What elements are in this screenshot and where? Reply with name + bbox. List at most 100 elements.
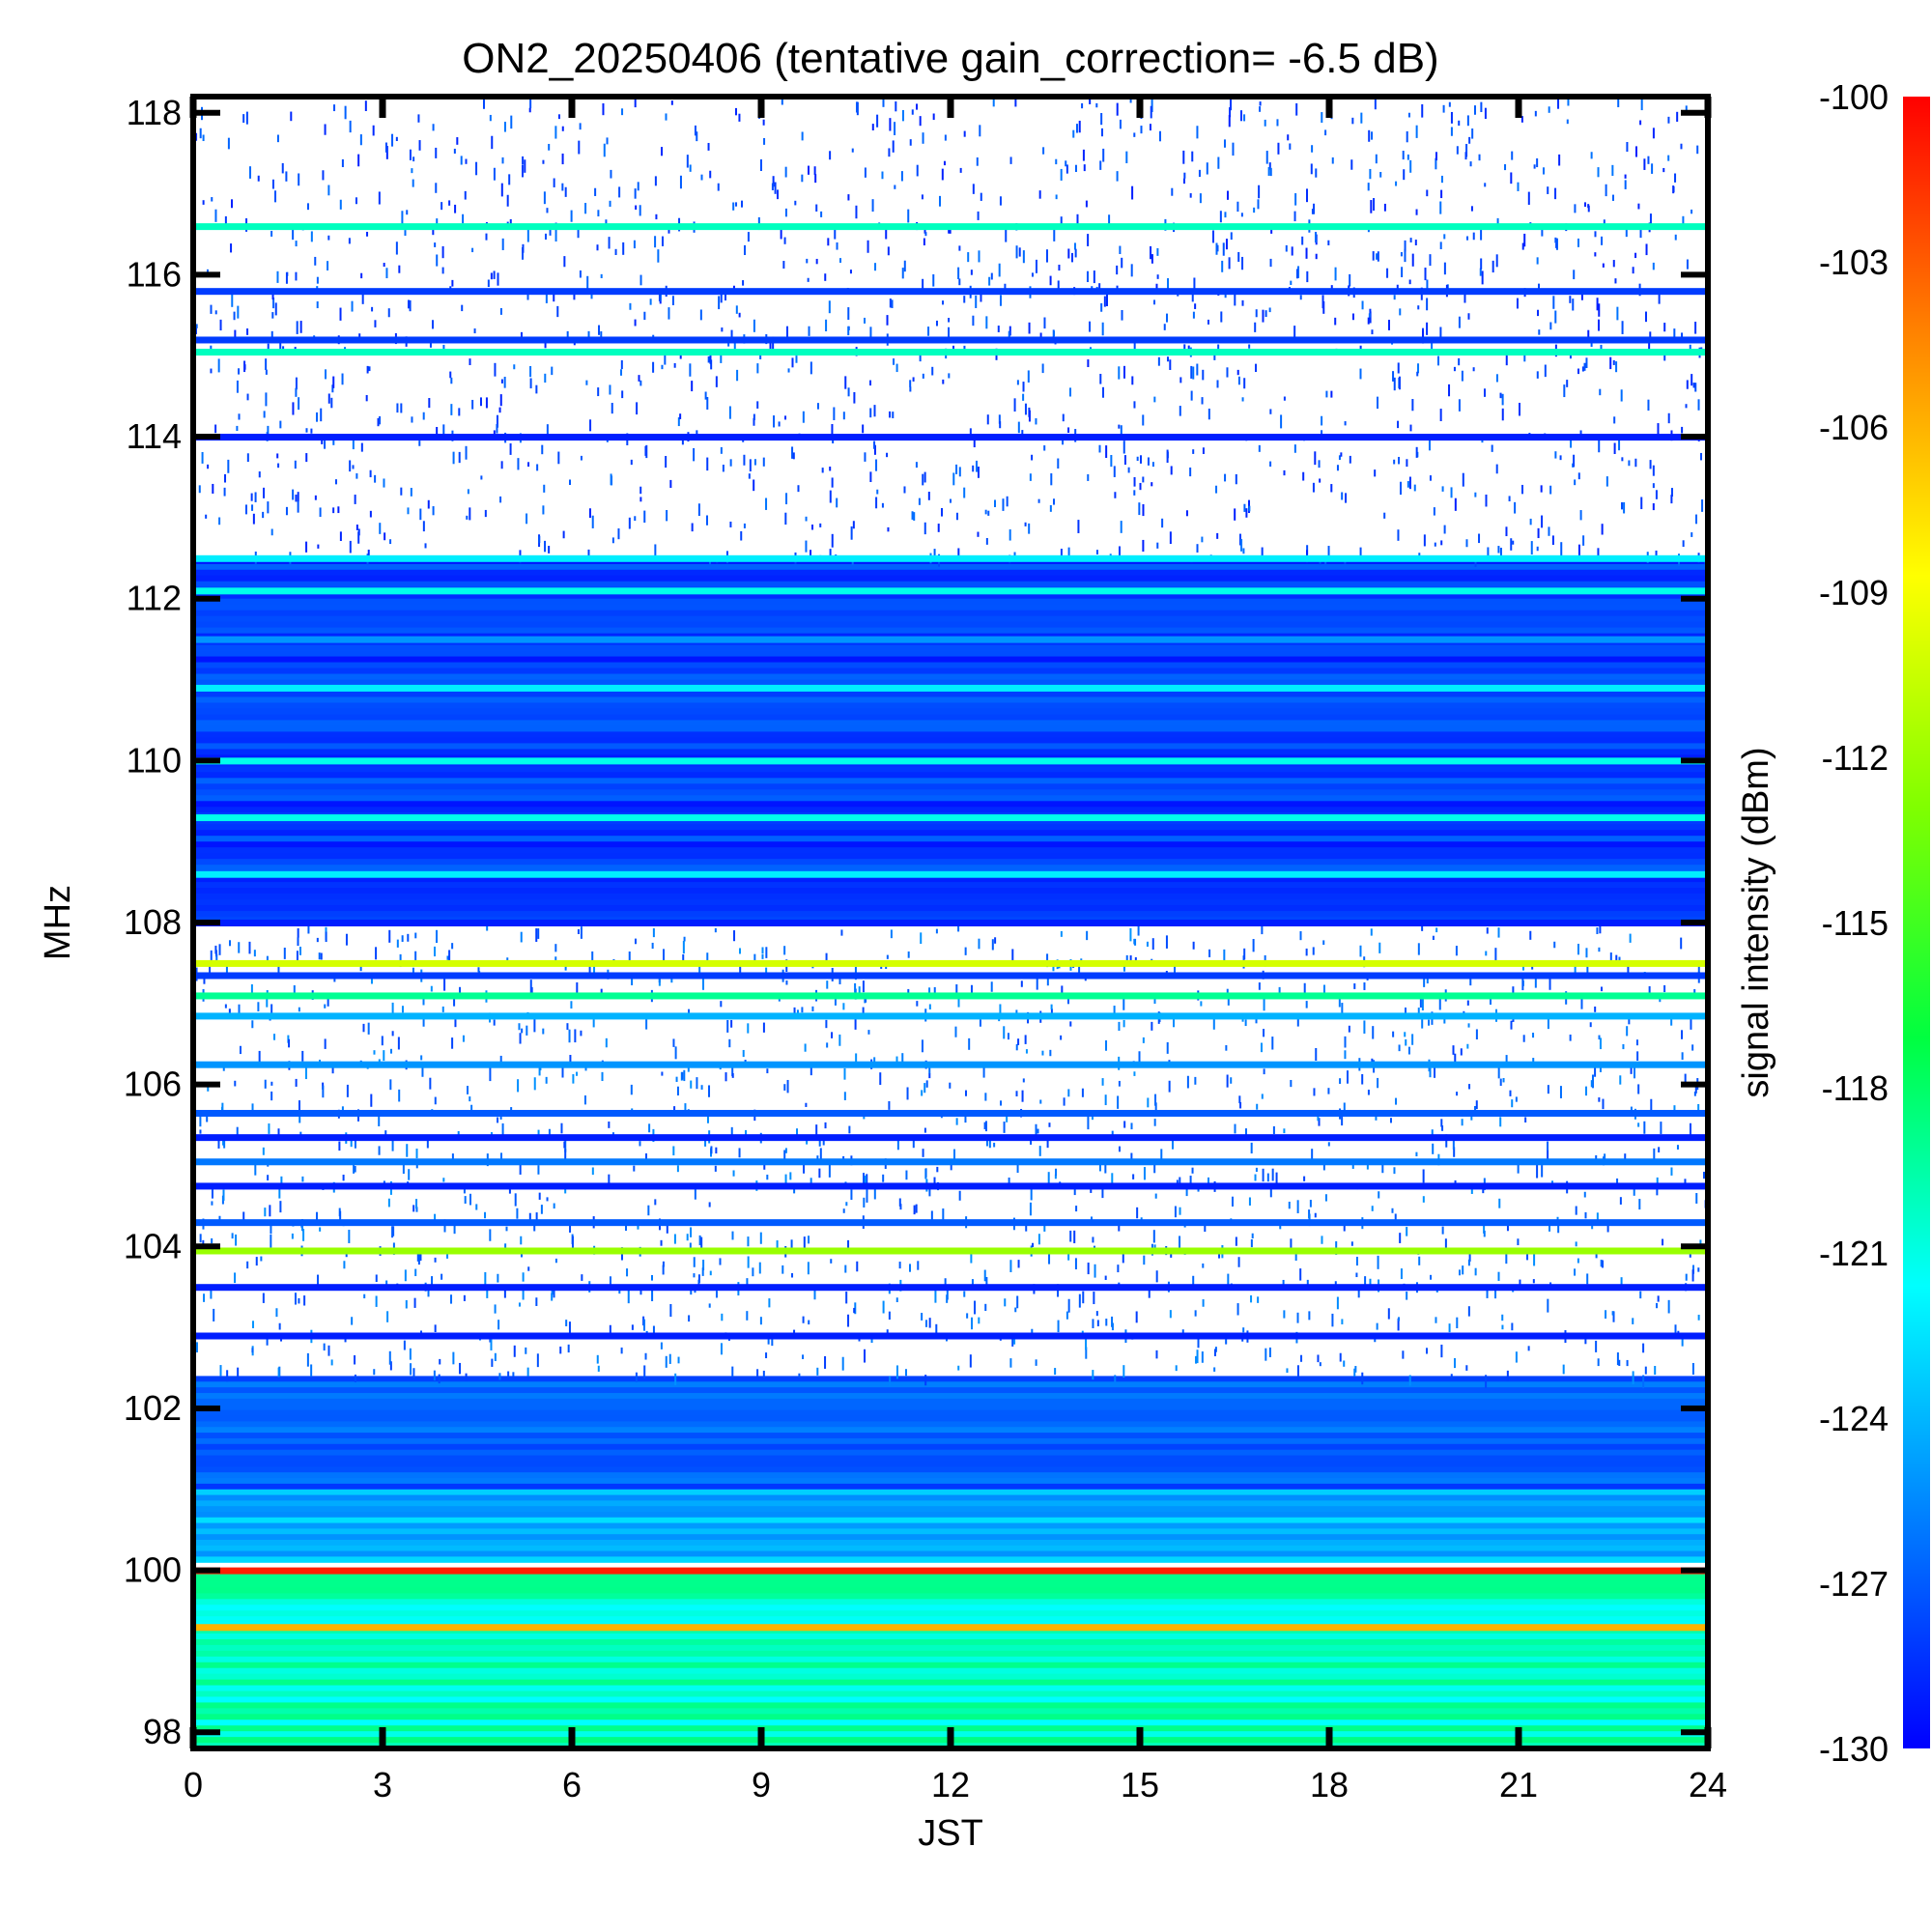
heatmap-cell xyxy=(1433,507,1435,516)
heatmap-cell xyxy=(1093,1292,1095,1305)
heatmap-cell xyxy=(1138,1051,1141,1065)
heatmap-cell xyxy=(591,1167,594,1176)
heatmap-cell xyxy=(285,171,288,182)
heatmap-cell xyxy=(452,451,455,465)
heatmap-cell xyxy=(248,941,251,954)
heatmap-cell xyxy=(244,504,247,515)
heatmap-cell xyxy=(655,213,658,220)
heatmap-cell xyxy=(1480,258,1483,270)
heatmap-cell xyxy=(193,1644,1708,1652)
heatmap-cell xyxy=(526,1025,528,1036)
heatmap-cell xyxy=(959,167,962,173)
heatmap-cell xyxy=(747,1256,750,1268)
heatmap-cell xyxy=(193,1702,1708,1709)
heatmap-cell xyxy=(1105,1319,1108,1326)
heatmap-cell xyxy=(193,789,1708,796)
heatmap-cell xyxy=(1656,1302,1659,1309)
heatmap-cell xyxy=(1632,1318,1634,1324)
heatmap-cell xyxy=(317,1274,320,1289)
heatmap-cell xyxy=(1122,440,1125,454)
heatmap-cell xyxy=(218,517,221,526)
heatmap-cell xyxy=(854,982,857,993)
x-tick-label: 15 xyxy=(1121,1765,1159,1804)
heatmap-cell xyxy=(1293,444,1296,453)
heatmap-cell xyxy=(270,1081,273,1086)
heatmap-cell xyxy=(1179,1207,1181,1215)
heatmap-cell xyxy=(683,1069,686,1082)
heatmap-cell xyxy=(697,503,700,517)
heatmap-cell xyxy=(429,1077,432,1090)
heatmap-cell xyxy=(818,1168,821,1179)
heatmap-cell xyxy=(1300,1354,1303,1362)
heatmap-cell xyxy=(970,1250,973,1264)
heatmap-cell xyxy=(829,151,832,160)
heatmap-cell xyxy=(1415,1151,1418,1157)
heatmap-cell xyxy=(325,931,327,943)
heatmap-cell xyxy=(1285,244,1288,252)
heatmap-cell xyxy=(1690,1018,1692,1030)
heatmap-cell xyxy=(193,1415,1708,1422)
heatmap-cell xyxy=(214,209,217,222)
heatmap-cell xyxy=(808,1320,810,1325)
heatmap-cell xyxy=(418,440,421,446)
heatmap-cell xyxy=(573,290,576,300)
heatmap-cell xyxy=(320,952,323,960)
heatmap-cell xyxy=(193,615,1708,623)
heatmap-cell xyxy=(257,175,260,182)
heatmap-cell xyxy=(1069,1021,1072,1027)
heatmap-cell xyxy=(967,252,970,263)
heatmap-cell xyxy=(338,1141,341,1151)
heatmap-cell xyxy=(1697,1314,1700,1321)
heatmap-cell xyxy=(949,1082,952,1089)
heatmap-cell xyxy=(1151,99,1153,112)
heatmap-cell xyxy=(391,1226,394,1238)
heatmap-cell xyxy=(1227,994,1230,1006)
heatmap-cell xyxy=(215,953,218,964)
heatmap-cell xyxy=(1299,931,1302,941)
heatmap-cell xyxy=(869,380,872,386)
heatmap-cell xyxy=(490,272,493,280)
heatmap-cell xyxy=(1073,1230,1076,1244)
heatmap-cell xyxy=(494,362,497,377)
heatmap-cell xyxy=(1013,398,1016,412)
heatmap-cell xyxy=(924,1168,927,1178)
heatmap-cell xyxy=(704,1140,707,1147)
heatmap-cell xyxy=(409,299,412,312)
heatmap-cell xyxy=(1053,330,1056,337)
heatmap-cell xyxy=(193,1449,1708,1457)
heatmap-cell xyxy=(839,258,842,263)
heatmap-cell xyxy=(952,472,955,486)
heatmap-cell xyxy=(1494,1286,1497,1299)
heatmap-band xyxy=(193,223,1708,231)
heatmap-cell xyxy=(836,242,838,250)
heatmap-cell xyxy=(1013,1336,1016,1345)
heatmap-cell xyxy=(1387,1308,1390,1320)
heatmap-cell xyxy=(1484,107,1487,120)
x-tick-label: 3 xyxy=(373,1765,392,1804)
heatmap-cell xyxy=(1645,243,1648,256)
heatmap-cell xyxy=(639,1287,642,1295)
heatmap-cell xyxy=(407,299,410,309)
heatmap-cell xyxy=(1341,492,1344,500)
heatmap-cell xyxy=(572,1073,575,1084)
heatmap-cell xyxy=(1093,270,1095,284)
heatmap-cell xyxy=(440,202,443,211)
heatmap-cell xyxy=(1009,156,1012,164)
heatmap-cell xyxy=(1242,548,1245,554)
heatmap-cell xyxy=(1015,1091,1018,1096)
heatmap-cell xyxy=(1185,510,1188,517)
heatmap-cell xyxy=(1099,373,1102,384)
heatmap-cell xyxy=(270,1091,273,1101)
heatmap-cell xyxy=(1391,1208,1394,1213)
heatmap-cell xyxy=(980,291,982,302)
heatmap-cell xyxy=(561,1065,564,1078)
heatmap-cell xyxy=(193,1404,1708,1411)
heatmap-cell xyxy=(1648,337,1651,352)
heatmap-cell xyxy=(1697,965,1700,978)
heatmap-cell xyxy=(895,363,898,373)
heatmap-cell xyxy=(932,273,935,287)
heatmap-cell xyxy=(1134,938,1137,946)
heatmap-cell xyxy=(1232,142,1235,156)
heatmap-cell xyxy=(1227,1273,1230,1286)
heatmap-cell xyxy=(1182,178,1185,185)
